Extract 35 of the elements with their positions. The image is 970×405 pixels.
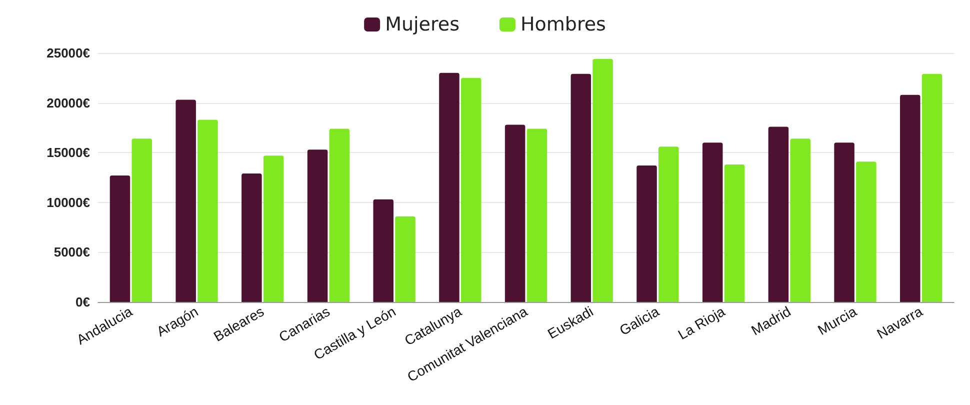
bar (373, 199, 394, 302)
bar (834, 142, 854, 302)
bar (526, 128, 548, 302)
bar (132, 138, 152, 302)
y-tick-label: 10000€ (46, 194, 90, 210)
y-tick-label: 5000€ (54, 244, 90, 260)
y-tick-label: 0€ (76, 294, 90, 310)
bar (768, 126, 789, 302)
bar (922, 74, 942, 302)
bar (658, 146, 679, 302)
y-tick-label: 20000€ (46, 95, 90, 110)
bar (263, 156, 284, 302)
bar (329, 128, 350, 302)
bar (395, 216, 416, 302)
bar (460, 78, 482, 302)
bar (636, 166, 657, 302)
bar (504, 124, 526, 302)
legend-label: Mujeres (385, 14, 460, 36)
bar (900, 94, 920, 302)
bar (724, 164, 745, 302)
legend-label: Hombres (520, 14, 606, 36)
bar (176, 100, 196, 302)
bar (856, 162, 876, 302)
bar (198, 120, 218, 302)
x-tick-label: La Rioja (675, 302, 728, 343)
bar (242, 174, 262, 302)
bar (790, 138, 810, 302)
bar (110, 176, 130, 302)
y-tick-label: 25000€ (46, 46, 90, 60)
bar (592, 58, 613, 302)
y-tick-label: 15000€ (46, 145, 90, 160)
bar (439, 72, 460, 302)
bar (702, 142, 723, 302)
bar (307, 150, 328, 302)
bar (570, 74, 592, 302)
